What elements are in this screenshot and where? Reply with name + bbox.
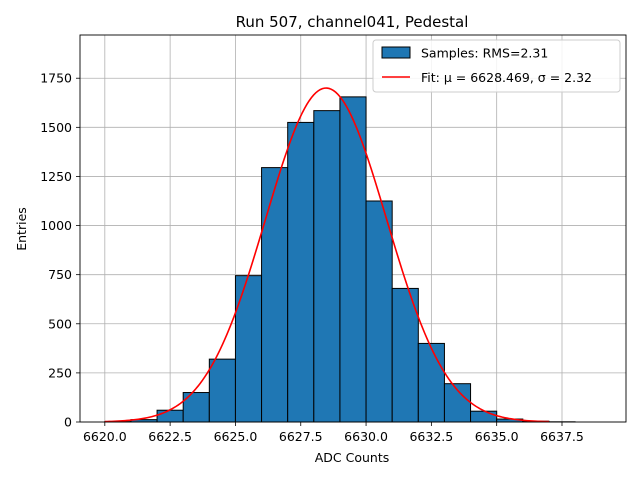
x-tick-label: 6627.5 xyxy=(279,429,323,444)
x-tick-label: 6635.0 xyxy=(475,429,519,444)
histogram-bar xyxy=(391,287,419,423)
histogram-bar xyxy=(261,167,289,423)
x-axis-label: ADC Counts xyxy=(315,450,390,465)
histogram-bar xyxy=(156,409,184,423)
x-tick-label: 6630.0 xyxy=(344,429,388,444)
y-tick-label: 500 xyxy=(48,316,72,331)
x-tick-label: 6637.5 xyxy=(540,429,584,444)
histogram-bar xyxy=(208,358,236,423)
y-axis-label: Entries xyxy=(14,207,29,251)
y-tick-label: 250 xyxy=(48,365,72,380)
histogram-bar xyxy=(470,410,498,423)
x-axis-ticks: 6620.0 6622.5 6625.0 6627.5 6630.0 6632.5 6635… xyxy=(83,422,584,444)
y-axis-ticks: 0 250 500 750 1000 1250 1500 1750 xyxy=(40,71,80,430)
x-tick-label: 6620.0 xyxy=(83,429,127,444)
x-tick-label: 6622.5 xyxy=(148,429,192,444)
y-tick-label: 0 xyxy=(64,415,72,430)
fit-curve xyxy=(104,87,549,423)
histogram-bars xyxy=(104,96,576,423)
histogram-bar xyxy=(313,110,341,423)
legend-box xyxy=(372,39,621,93)
chart-title: Run 507, channel041, Pedestal xyxy=(236,13,469,31)
x-tick-label: 6632.5 xyxy=(409,429,453,444)
histogram-bar xyxy=(234,275,263,423)
y-tick-label: 750 xyxy=(48,267,72,282)
x-tick-label: 6625.0 xyxy=(214,429,258,444)
legend-histogram-label: Samples: RMS=2.31 xyxy=(421,46,548,61)
legend: Samples: RMS=2.31 Fit: μ = 6628.469, σ =… xyxy=(372,39,621,93)
histogram-bar xyxy=(287,121,315,423)
legend-fit-label: Fit: μ = 6628.469, σ = 2.32 xyxy=(421,70,592,85)
y-tick-label: 1250 xyxy=(40,169,72,184)
y-tick-label: 1500 xyxy=(40,120,72,135)
y-tick-label: 1750 xyxy=(40,71,72,86)
plot-frame xyxy=(79,34,627,423)
histogram-bar xyxy=(339,96,367,423)
histogram-bar xyxy=(365,200,393,423)
y-tick-label: 1000 xyxy=(40,218,72,233)
legend-histogram-swatch xyxy=(381,46,411,59)
histogram-bar xyxy=(417,342,445,423)
